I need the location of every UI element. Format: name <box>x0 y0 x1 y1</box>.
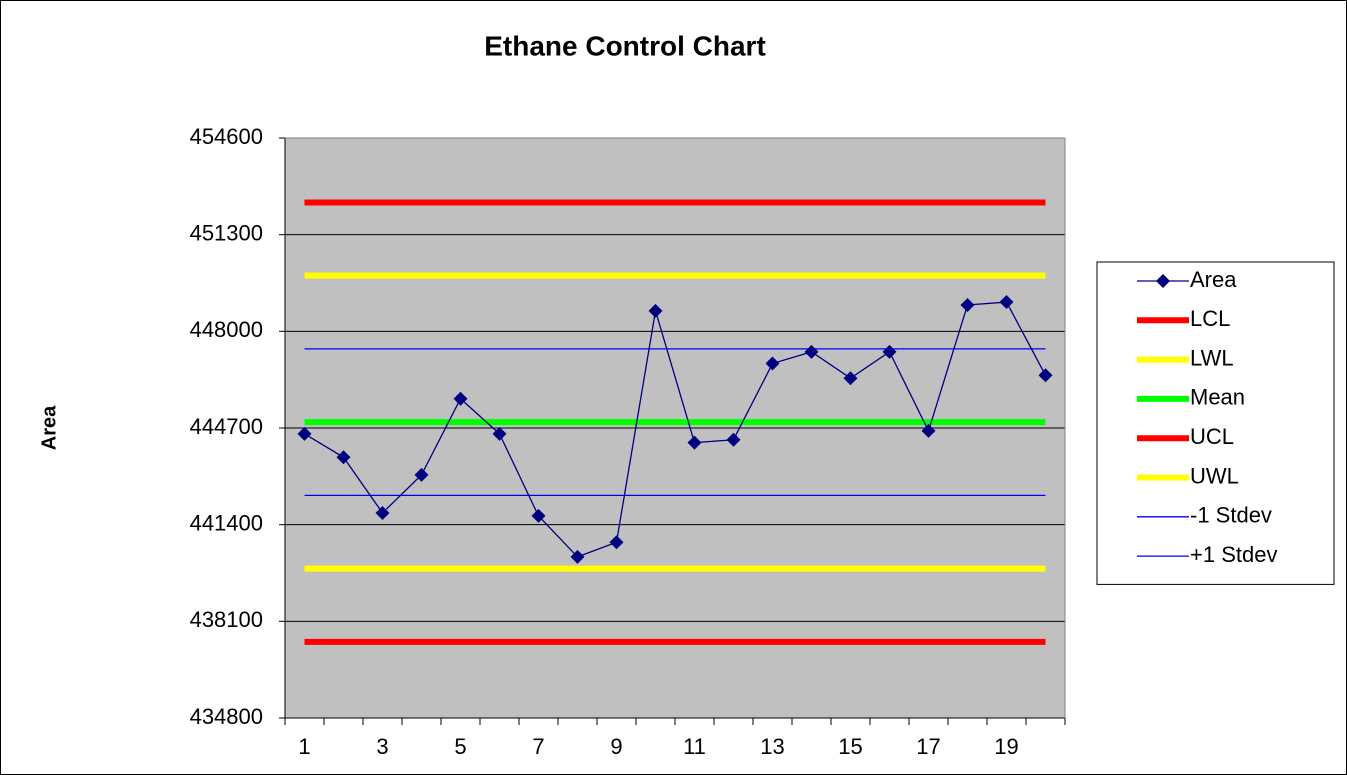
legend-marker <box>1156 274 1170 288</box>
marker <box>453 391 468 406</box>
series-line <box>304 301 1047 558</box>
x-tick-label: 1 <box>298 734 310 759</box>
marker <box>726 432 741 447</box>
marker <box>609 535 624 550</box>
marker <box>375 505 390 520</box>
marker <box>843 371 858 386</box>
x-tick-label: 5 <box>454 734 466 759</box>
marker <box>999 295 1014 310</box>
x-tick-label: 15 <box>838 734 862 759</box>
x-tick-label: 3 <box>376 734 388 759</box>
legend <box>1096 261 1335 585</box>
marker <box>1038 368 1053 383</box>
marker <box>297 426 312 441</box>
legend-label: UWL <box>1190 463 1239 488</box>
legend-label: LCL <box>1190 306 1230 331</box>
y-tick-label: 438100 <box>190 607 263 632</box>
marker <box>492 426 507 441</box>
marker <box>960 297 975 312</box>
legend-label: LWL <box>1190 345 1234 370</box>
x-tick-label: 7 <box>532 734 544 759</box>
y-tick-label: 448000 <box>190 317 263 342</box>
marker <box>570 549 585 564</box>
y-axis-label: Area <box>38 405 60 450</box>
marker <box>882 344 897 359</box>
x-tick-label: 13 <box>760 734 784 759</box>
marker <box>921 423 936 438</box>
y-tick-label: 434800 <box>190 704 263 729</box>
y-tick-label: 444700 <box>190 414 263 439</box>
marker <box>687 435 702 450</box>
legend-label: +1 Stdev <box>1190 542 1277 567</box>
marker <box>765 356 780 371</box>
marker <box>648 303 663 318</box>
legend-label: UCL <box>1190 424 1234 449</box>
y-tick-label: 451300 <box>190 220 263 245</box>
marker <box>804 344 819 359</box>
legend-label: -1 Stdev <box>1190 503 1272 528</box>
y-tick-label: 441400 <box>190 510 263 535</box>
marker <box>336 450 351 465</box>
marker <box>414 467 429 482</box>
marker <box>531 508 546 523</box>
x-tick-label: 19 <box>994 734 1018 759</box>
x-tick-label: 11 <box>683 734 706 759</box>
chart-title: Ethane Control Chart <box>484 30 766 61</box>
legend-label: Area <box>1190 267 1237 292</box>
y-tick-label: 454600 <box>190 124 263 149</box>
x-tick-label: 17 <box>916 734 940 759</box>
x-tick-label: 9 <box>610 734 622 759</box>
legend-label: Mean <box>1190 385 1245 410</box>
